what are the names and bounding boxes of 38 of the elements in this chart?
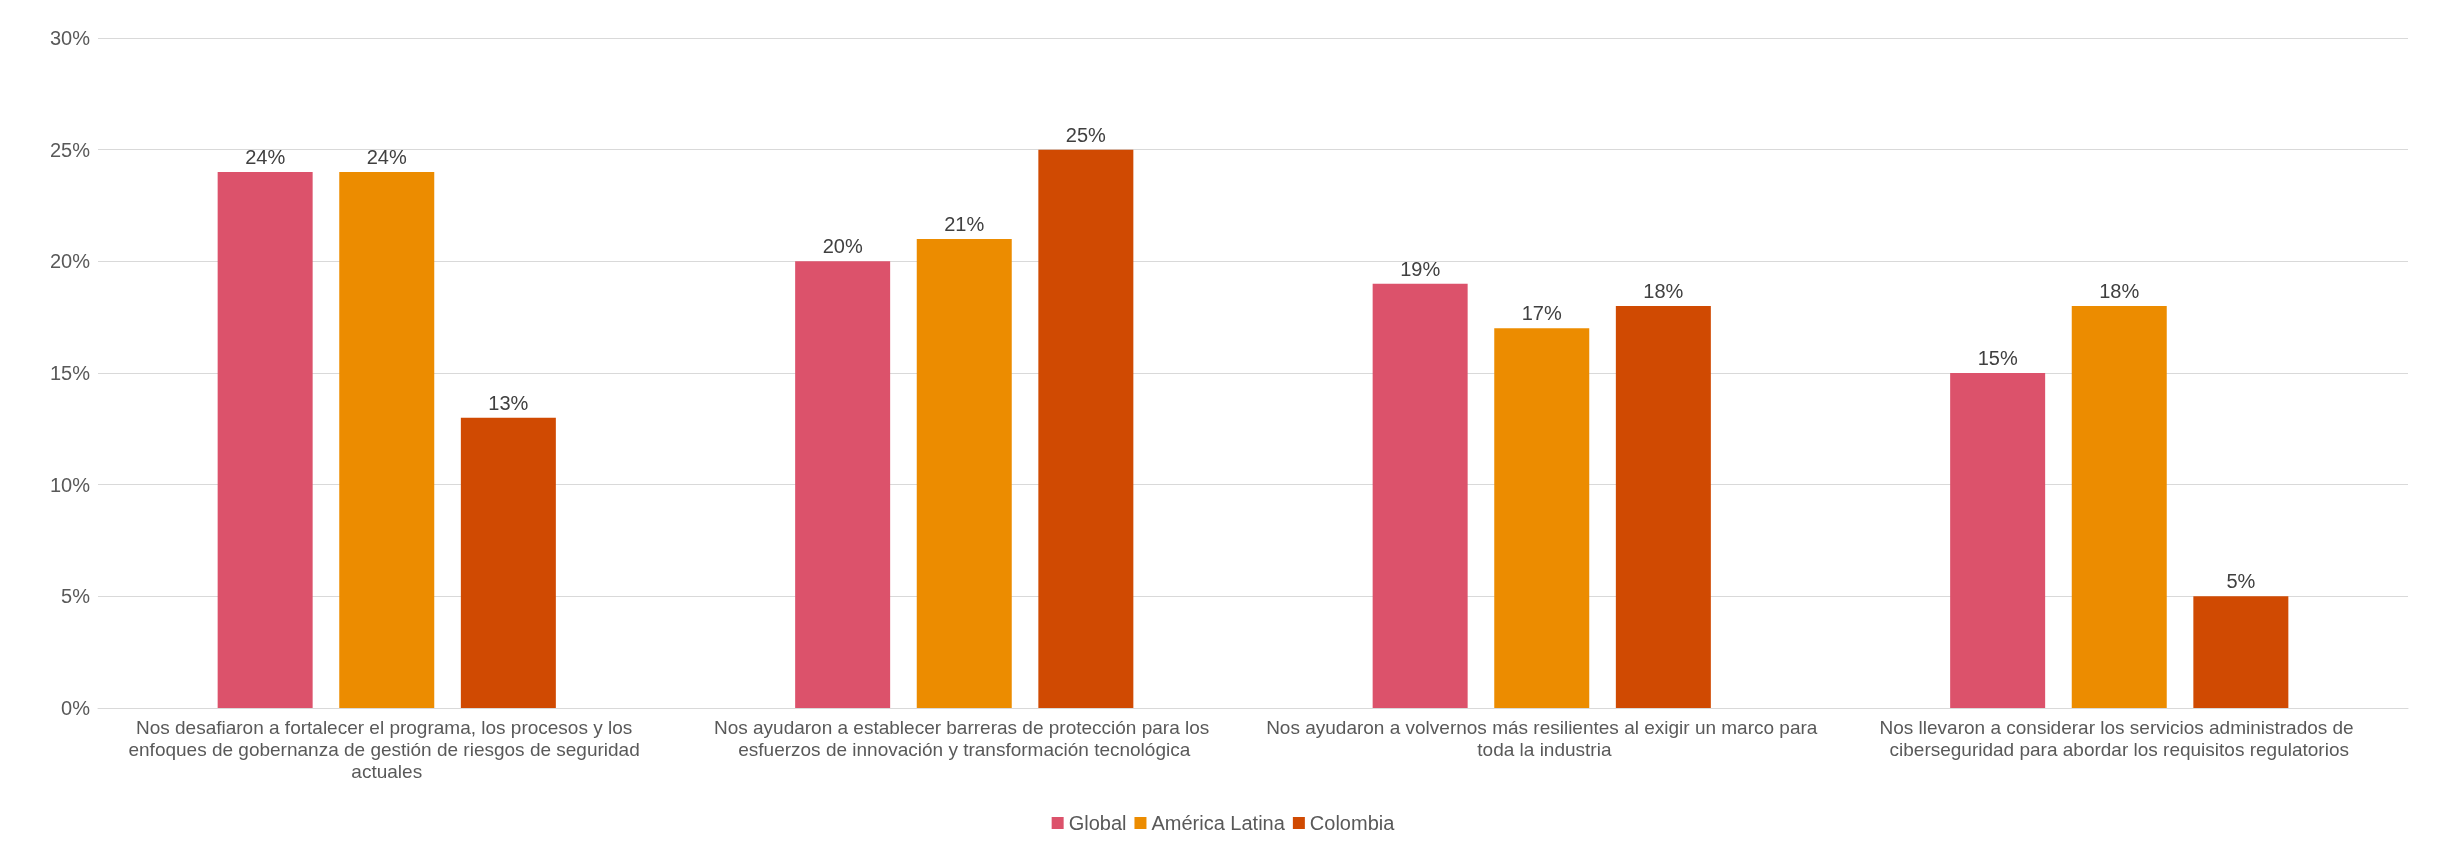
legend-label: Global [1068,812,1127,834]
legend-label: Colombia [1309,812,1396,834]
data-label: 18% [1643,280,1684,302]
bar [217,172,313,708]
data-label: 18% [2099,280,2140,302]
data-label: 25% [1065,123,1107,146]
x-tick-label: Nos ayudaron a establecer barreras de protección para los esfuerzos de innovación y transformación tecnológica [713,716,1215,760]
bar [1494,328,1590,708]
bar [795,261,891,708]
x-tick-label: Nos ayudaron a volvernos más resilientes al exigir un marco para toda la industria [1266,716,1818,760]
legend-label: América Latina [1151,812,1286,834]
data-label: 20% [822,235,863,258]
bar [1038,149,1134,708]
y-tick-label: 30% [49,27,91,49]
x-tick-label: Nos llevaron a considerar los servicios administrados de ciberseguridad para abordar los requisitos regulatorios [1879,716,2359,760]
x-tick-label: Nos desafiaron a fortalecer el programa, los procesos y los enfoques de gobernanza de gestión de riesgos de seguridad actuales [128,716,646,782]
bar [1372,283,1468,708]
y-tick-label: 10% [49,473,91,496]
y-tick-label: 5% [61,585,91,608]
bar [2193,596,2289,708]
data-label: 5% [2226,570,2256,593]
bar [1950,373,2046,708]
y-tick-label: 15% [49,362,91,384]
y-tick-label: 20% [49,250,91,273]
bar [916,239,1012,708]
bar [2071,306,2167,708]
data-label: 19% [1400,257,1441,280]
data-label: 13% [488,391,529,414]
y-tick-label: 25% [49,138,91,161]
data-label: 21% [944,213,985,235]
data-label: 24% [366,146,407,168]
y-tick-label: 0% [61,697,91,719]
bar [460,417,556,708]
data-label: 15% [1977,347,2018,369]
data-label: 24% [245,146,286,168]
bar [339,172,435,708]
bar [1615,306,1711,708]
data-label: 17% [1521,302,1562,325]
